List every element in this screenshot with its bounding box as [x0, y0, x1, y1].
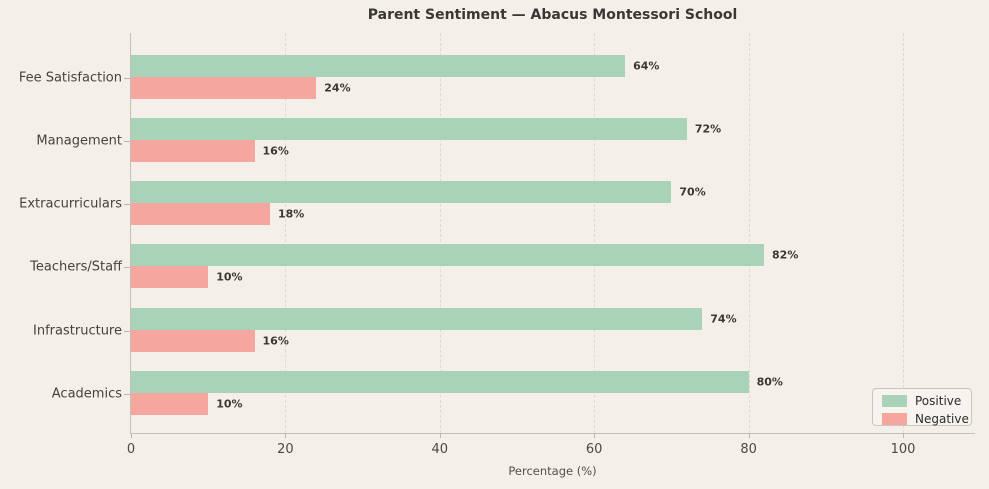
bar-negative	[131, 203, 270, 226]
y-axis-category-label: Infrastructure	[33, 323, 122, 339]
bar-positive	[131, 181, 672, 204]
bar-negative	[131, 139, 255, 162]
bar-value-negative: 10%	[216, 270, 243, 284]
bar-positive	[131, 244, 765, 267]
bar-value-positive: 70%	[679, 185, 706, 199]
x-axis-tick	[439, 434, 441, 438]
x-axis-tick-label: 0	[126, 442, 136, 457]
x-axis-tick	[594, 434, 596, 438]
y-axis-tick	[124, 267, 130, 269]
x-axis-tick-label: 40	[431, 442, 449, 457]
bar-value-positive: 64%	[633, 59, 660, 72]
y-axis-tick	[124, 394, 130, 396]
legend-label-negative: Negative	[915, 411, 969, 426]
bar-value-positive: 72%	[694, 122, 722, 136]
gridline	[439, 33, 441, 433]
y-axis-category-label: Teachers/Staff	[30, 259, 122, 275]
bar-value-negative: 24%	[324, 81, 351, 94]
gridline	[594, 33, 596, 433]
legend-item-positive: Positive	[882, 393, 971, 408]
x-axis-spine	[130, 433, 975, 434]
y-axis-tick	[124, 330, 130, 332]
x-axis-tick	[285, 434, 287, 438]
gridline	[285, 33, 287, 433]
legend-swatch-negative-icon	[882, 412, 907, 425]
legend-item-negative: Negative	[882, 411, 971, 426]
gridline	[903, 33, 904, 433]
gridline	[748, 33, 750, 433]
x-axis-tick	[131, 434, 132, 438]
bar-value-negative: 10%	[216, 397, 243, 411]
x-axis-tick	[903, 434, 904, 438]
legend-label-positive: Positive	[915, 393, 962, 408]
bar-value-negative: 18%	[277, 207, 305, 221]
x-axis-tick	[748, 434, 750, 438]
bar-negative	[131, 76, 317, 99]
y-axis-tick	[124, 204, 130, 206]
x-axis-label: Percentage (%)	[508, 464, 597, 478]
bar-positive	[131, 371, 749, 394]
y-axis-category-label: Management	[36, 133, 122, 149]
y-axis-category-label: Fee Satisfaction	[18, 70, 122, 85]
legend: Positive Negative	[872, 388, 972, 426]
bar-positive	[131, 54, 626, 77]
x-axis-tick-label: 20	[277, 442, 294, 457]
bar-value-positive: 82%	[772, 248, 799, 262]
x-axis-tick-label: 100	[890, 442, 916, 457]
y-axis-tick	[124, 140, 130, 142]
y-axis-tick	[124, 77, 130, 79]
bar-value-negative: 16%	[262, 334, 289, 348]
y-axis-spine	[130, 33, 131, 434]
bar-negative	[131, 329, 255, 352]
bar-positive	[131, 307, 703, 330]
chart-title: Parent Sentiment — Abacus Montessori Sch…	[367, 7, 738, 23]
bar-positive	[131, 117, 687, 140]
x-axis-tick-label: 60	[585, 442, 603, 457]
bar-value-negative: 16%	[262, 144, 289, 158]
bar-value-positive: 74%	[710, 312, 737, 326]
x-axis-tick-label: 80	[740, 442, 757, 457]
legend-swatch-positive-icon	[882, 394, 907, 407]
bar-negative	[131, 266, 209, 289]
bar-value-positive: 80%	[756, 375, 783, 389]
y-axis-category-label: Academics	[51, 386, 122, 402]
y-axis-category-label: Extracurriculars	[19, 196, 122, 212]
bar-negative	[131, 393, 209, 416]
